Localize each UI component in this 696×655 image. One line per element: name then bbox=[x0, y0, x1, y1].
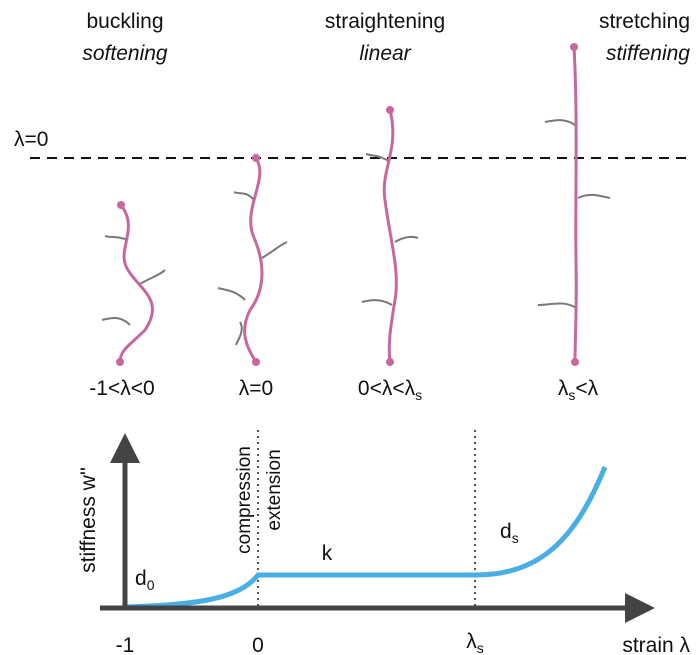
filament-label: λs<λ bbox=[558, 377, 599, 403]
phase-subtitle: stiffening bbox=[606, 42, 690, 65]
stiffness-curve bbox=[125, 467, 605, 607]
reference-label: λ=0 bbox=[14, 128, 48, 151]
phase-title: straightening bbox=[325, 10, 445, 33]
annotation: k bbox=[322, 542, 333, 565]
filament-label: 0<λ<λs bbox=[358, 377, 422, 403]
tick-label: 0 bbox=[252, 634, 264, 655]
phase-subtitle: softening bbox=[82, 42, 168, 65]
filament bbox=[538, 43, 610, 366]
annotation: compression bbox=[234, 446, 255, 554]
filament bbox=[362, 106, 418, 366]
filament-label: λ=0 bbox=[239, 377, 273, 400]
phase-subtitle: linear bbox=[359, 42, 411, 65]
tick-label: -1 bbox=[116, 634, 135, 655]
filament-label: -1<λ<0 bbox=[89, 377, 154, 400]
annotation: d0 bbox=[135, 567, 155, 593]
y-axis-label: stiffness w'' bbox=[77, 467, 100, 573]
x-axis-label: strain λ bbox=[622, 634, 690, 655]
phase-title: buckling bbox=[86, 10, 163, 33]
diagram: buckling softening straightening linear … bbox=[0, 0, 696, 655]
tick-label: λs bbox=[466, 630, 484, 655]
phase-title: stretching bbox=[599, 10, 690, 33]
annotation: extension bbox=[264, 449, 285, 530]
filament bbox=[218, 154, 287, 366]
filament bbox=[102, 201, 165, 366]
annotation: ds bbox=[500, 520, 519, 546]
